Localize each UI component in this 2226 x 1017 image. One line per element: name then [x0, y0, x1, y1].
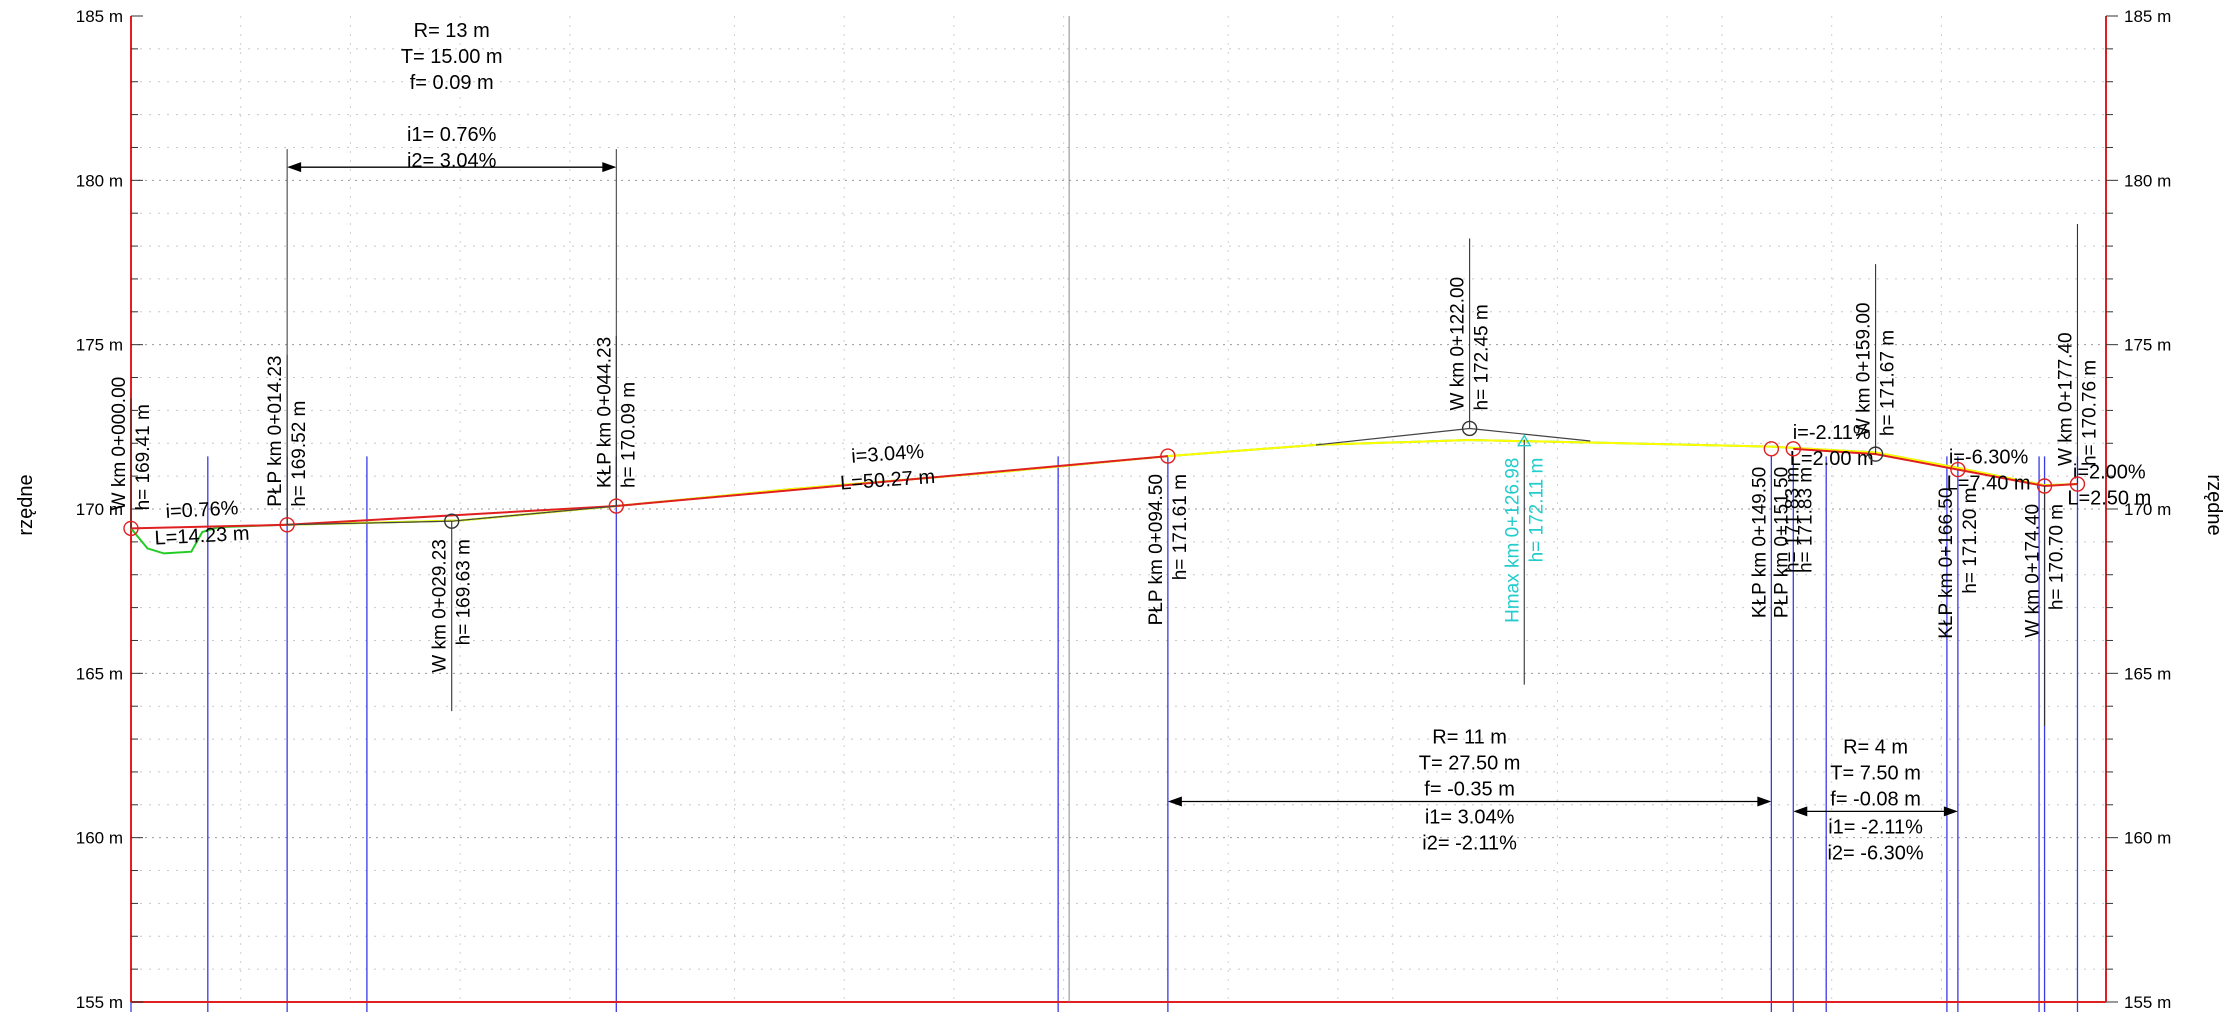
- curve-parameter: i2= 3.04%: [407, 150, 497, 172]
- y-tick-label-right: 185 m: [2124, 7, 2171, 26]
- y-tick-label-right: 160 m: [2124, 829, 2171, 848]
- station-label: W km 0+029.23: [430, 539, 451, 673]
- curve-parameter: i2= -6.30%: [1827, 842, 1923, 864]
- design-grade-line: [130, 455, 1168, 530]
- grade-label: i=2.00%: [2073, 461, 2146, 483]
- station-marker: [2069, 476, 2086, 492]
- profile-lines: [130, 427, 2078, 555]
- arrowhead-right: [602, 162, 617, 173]
- curve-parameter: R= 4 m: [1843, 736, 1908, 758]
- station-label: KŁP km 0+044.23: [594, 337, 615, 488]
- station-marker: [279, 517, 295, 533]
- y-axis-label-left: rzędne: [15, 474, 37, 535]
- curve-parameter: f= 0.09 m: [410, 72, 494, 94]
- y-tick-label-left: 155 m: [76, 993, 123, 1012]
- station-marker: [1461, 420, 1478, 437]
- arrowhead-right: [1757, 796, 1772, 807]
- y-tick-label-left: 170 m: [76, 500, 123, 519]
- station-label: W km 0+177.40: [2055, 332, 2076, 466]
- y-tick-label-left: 175 m: [76, 336, 123, 355]
- station-height-label: h= 172.45 m: [1472, 304, 1493, 410]
- curve-parameter: i1= 0.76%: [407, 124, 497, 146]
- station-height-label: h= 171.83 m: [1795, 467, 1816, 573]
- grade-label: i=-6.30%: [1949, 447, 2029, 469]
- length-label: L=2.50 m: [2067, 487, 2151, 509]
- y-tick-label-right: 155 m: [2124, 993, 2171, 1012]
- length-label: L=50.27 m: [839, 466, 935, 495]
- station-height-label: h= 172.11 m: [1526, 458, 1547, 563]
- grade-label: i=-2.11%: [1793, 422, 1871, 444]
- arrowhead-left: [1167, 796, 1182, 807]
- curve-parameter: i1= -2.11%: [1828, 816, 1923, 838]
- curve-parameter: i2= -2.11%: [1422, 833, 1517, 855]
- y-tick-label-right: 175 m: [2124, 336, 2171, 355]
- arrowhead-left: [1793, 806, 1808, 817]
- station-label: W km 0+000.00: [109, 377, 130, 511]
- station-height-label: h= 171.83 m: [1782, 467, 1803, 573]
- curve-parameter: R= 13 m: [414, 20, 490, 42]
- station-label: W km 0+159.00: [1854, 303, 1875, 437]
- tangent-line: [1469, 427, 1591, 442]
- station-label: KŁP km 0+166.50: [1936, 488, 1957, 639]
- station-marker: [444, 513, 460, 529]
- station-height-label: h= 169.41 m: [133, 404, 154, 510]
- y-tick-label-right: 180 m: [2124, 171, 2171, 190]
- station-height-label: h= 170.09 m: [618, 382, 639, 488]
- station-height-label: h= 169.63 m: [454, 539, 475, 645]
- station-label: PŁP km 0+094.50: [1146, 474, 1167, 625]
- tangent-line: [451, 505, 617, 522]
- annotations: W km 0+000.00 h= 169.41 m PŁP km 0+014.23 h…: [109, 20, 2151, 864]
- station-label: W km 0+122.00: [1448, 277, 1469, 411]
- station-marker: [123, 520, 139, 537]
- station-height-label: h= 170.76 m: [2079, 360, 2100, 466]
- y-tick-label-left: 185 m: [76, 7, 123, 26]
- grade-label: i=0.76%: [165, 497, 239, 523]
- length-label: L=7.40 m: [1947, 473, 2031, 495]
- design-grade-line: [1793, 447, 2078, 488]
- station-label: PŁP km 0+151.50: [1771, 467, 1792, 618]
- arrowhead-right: [1943, 806, 1958, 817]
- hmax-marker: [1517, 434, 1532, 447]
- station-marker: [1160, 448, 1176, 464]
- station-label: Hmax km 0+126.98: [1502, 458, 1523, 623]
- station-height-label: h= 171.61 m: [1170, 474, 1191, 580]
- station-marker: [1763, 441, 1780, 457]
- station-markers: [123, 420, 2086, 537]
- length-label: L=2.00 m: [1790, 448, 1874, 470]
- y-tick-label-right: 165 m: [2124, 664, 2171, 683]
- curve-parameter: f= -0.08 m: [1830, 788, 1921, 810]
- station-marker: [2036, 478, 2053, 494]
- y-tick-label-left: 160 m: [76, 829, 123, 848]
- station-label: W km 0+174.40: [2023, 504, 2044, 638]
- tangent-line: [1315, 427, 1470, 446]
- curve-parameter: T= 15.00 m: [401, 46, 503, 68]
- station-height-label: h= 171.67 m: [1878, 330, 1899, 436]
- curve-parameter: f= -0.35 m: [1424, 779, 1515, 801]
- tangent-line: [287, 520, 452, 526]
- y-tick-label-right: 170 m: [2124, 500, 2171, 519]
- station-height-label: h= 171.20 m: [1960, 488, 1981, 594]
- y-tick-label-left: 165 m: [76, 664, 123, 683]
- arrowhead-left: [287, 162, 302, 173]
- length-label: L=14.23 m: [154, 523, 250, 550]
- axis-ticks: 155 m 155 m 160 m 160 m 165 m 165 m 170 m 170 m…: [76, 7, 2172, 1012]
- station-marker: [1867, 446, 1884, 462]
- station-marker: [1950, 461, 1966, 478]
- curve-parameter: T= 7.50 m: [1830, 762, 1921, 784]
- y-tick-label-left: 180 m: [76, 171, 123, 190]
- station-label: PŁP km 0+014.23: [265, 356, 286, 507]
- curve-parameter: i1= 3.04%: [1425, 807, 1515, 829]
- station-height-label: h= 170.70 m: [2047, 504, 2068, 610]
- curve-parameter: R= 11 m: [1432, 727, 1507, 749]
- grade-label: i=3.04%: [851, 441, 925, 468]
- station-marker: [1785, 441, 1801, 457]
- grid-lines: [131, 16, 2106, 1002]
- station-marker: [608, 498, 625, 514]
- station-label: KŁP km 0+149.50: [1749, 467, 1770, 618]
- station-height-label: h= 169.52 m: [289, 401, 310, 507]
- curve-parameter: T= 27.50 m: [1419, 753, 1521, 775]
- y-axis-label-right: rzędne: [2203, 474, 2225, 535]
